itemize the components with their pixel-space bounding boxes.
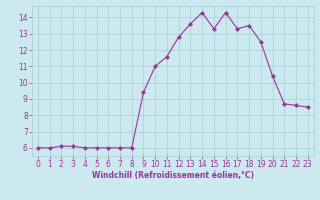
X-axis label: Windchill (Refroidissement éolien,°C): Windchill (Refroidissement éolien,°C) <box>92 171 254 180</box>
